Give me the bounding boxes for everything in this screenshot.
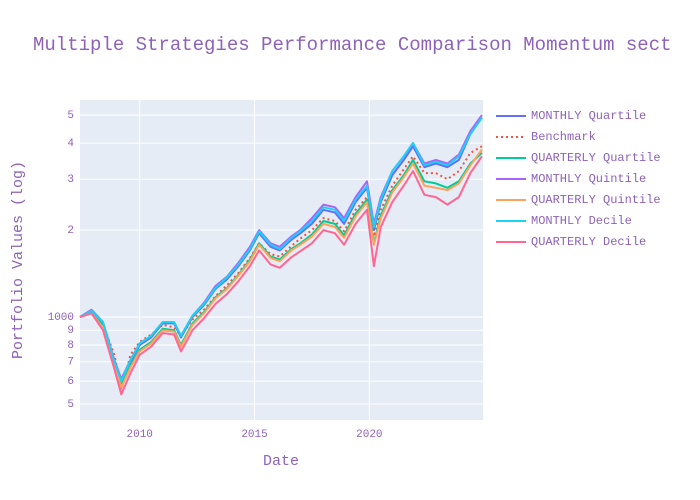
chart-title: Multiple Strategies Performance Comparis… xyxy=(33,34,672,56)
series-line xyxy=(79,155,483,396)
legend-label: Benchmark xyxy=(531,130,596,144)
x-tick-label: 2010 xyxy=(127,429,153,441)
x-axis-title: Date xyxy=(263,453,299,470)
series-line xyxy=(79,152,483,387)
y-tick-label: 8 xyxy=(67,340,74,352)
y-axis-title: Portfolio Values (log) xyxy=(10,161,27,359)
y-tick-label: 5 xyxy=(67,110,74,122)
legend-label: QUARTERLY Quartile xyxy=(531,151,661,165)
legend-label: MONTHLY Quartile xyxy=(531,109,646,123)
legend-label: MONTHLY Quintile xyxy=(531,172,646,186)
y-tick-label: 9 xyxy=(67,325,74,337)
y-tick-label: 2 xyxy=(67,225,74,237)
legend-label: QUARTERLY Quintile xyxy=(531,193,661,207)
y-tick-label: 4 xyxy=(67,138,74,150)
legend: MONTHLY Quartile Benchmark QUARTERLY Quart… xyxy=(496,109,661,249)
y-tick-label: 6 xyxy=(67,376,74,388)
x-tick-label: 2020 xyxy=(356,429,382,441)
x-tick-label: 2015 xyxy=(241,429,267,441)
series-line xyxy=(79,148,483,389)
y-tick-label: 5 xyxy=(67,399,74,411)
y-tick-label: 1000 xyxy=(48,312,74,324)
legend-label: MONTHLY Decile xyxy=(531,214,632,228)
y-tick-label: 3 xyxy=(67,174,74,186)
lines xyxy=(79,114,483,396)
y-tick-label: 7 xyxy=(67,357,74,369)
legend-label: QUARTERLY Decile xyxy=(531,235,646,249)
series-line xyxy=(79,117,483,383)
series-line xyxy=(79,117,483,383)
